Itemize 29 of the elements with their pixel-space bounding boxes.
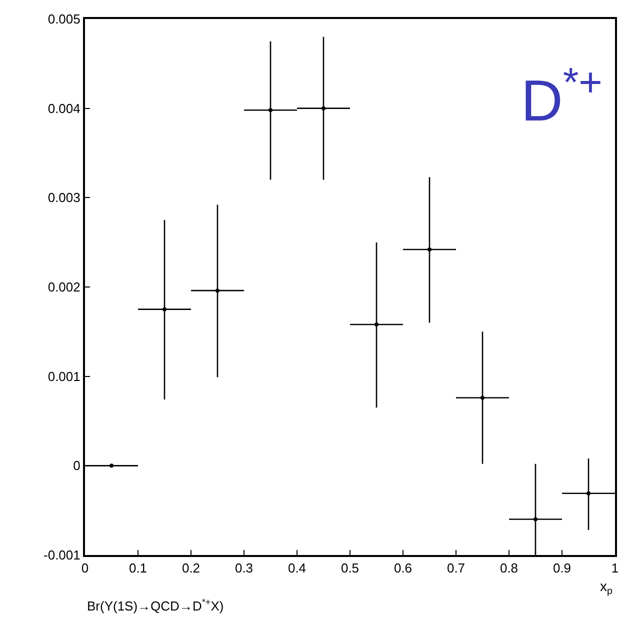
x-tick-label: 0.5 (340, 560, 360, 576)
y-tick-label: 0.001 (48, 368, 80, 384)
y-tick-label: 0.004 (48, 100, 80, 116)
x-tick-label: 0.9 (552, 560, 572, 576)
x-tick-label: 0.1 (128, 560, 148, 576)
x-tick-label: 0.6 (394, 560, 412, 576)
x-tick-label: 0.2 (182, 560, 200, 576)
x-tick-label: 0.7 (446, 560, 466, 576)
y-tick-label: 0 (73, 458, 80, 474)
point (268, 108, 272, 112)
y-tick-label: 0.005 (48, 12, 80, 27)
point (162, 307, 166, 312)
point (534, 517, 538, 522)
annotation: D$^{*+}$ (521, 59, 602, 134)
point (322, 106, 326, 110)
x-axis-title: x$_{p}$ (600, 578, 613, 597)
point (428, 247, 432, 252)
x-tick-label: 0.3 (234, 560, 254, 576)
x-tick-label: 1 (611, 560, 619, 576)
point (480, 396, 484, 400)
x-tick-label: 0.8 (500, 560, 518, 576)
x-tick-label: 0.4 (288, 560, 306, 576)
point (586, 491, 590, 496)
point (216, 288, 220, 293)
text: Br(Υ(1S)→QCD→D$^{*+}$X) (87, 597, 224, 614)
point (374, 322, 378, 327)
y-tick-label: -0.001 (44, 548, 80, 563)
y-tick-label: 0.002 (48, 280, 80, 295)
y-tick-label: 0.003 (48, 190, 80, 206)
